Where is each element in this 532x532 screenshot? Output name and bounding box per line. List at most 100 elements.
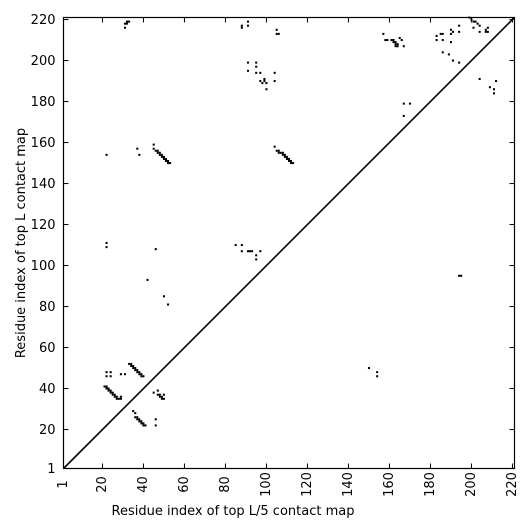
contact-point — [140, 420, 143, 423]
contact-point — [128, 362, 131, 365]
contact-point — [142, 422, 145, 425]
contact-point — [240, 244, 243, 247]
y-tick-label: 100 — [31, 259, 56, 274]
contact-point — [458, 61, 461, 64]
contact-point — [285, 157, 288, 160]
contact-point — [132, 367, 135, 370]
contact-point — [126, 22, 129, 25]
contact-point — [105, 385, 108, 388]
contact-point — [246, 250, 250, 253]
contact-point — [109, 389, 112, 392]
contact-point — [255, 65, 258, 68]
contact-point — [277, 151, 280, 154]
contact-point — [273, 71, 276, 74]
contact-point — [105, 246, 108, 249]
contact-point — [439, 32, 442, 35]
contact-point — [279, 151, 282, 154]
contact-point — [255, 71, 258, 74]
contact-point — [105, 371, 108, 374]
contact-point — [154, 424, 157, 427]
contact-point — [451, 30, 455, 33]
contact-point — [492, 88, 496, 91]
contact-point — [495, 80, 498, 83]
contact-point — [484, 28, 487, 31]
contact-point — [234, 244, 237, 247]
contact-point — [246, 20, 250, 23]
contact-point — [283, 155, 286, 158]
contact-point — [105, 153, 108, 156]
contact-point — [255, 61, 258, 64]
contact-point — [119, 373, 122, 376]
contact-point — [160, 397, 163, 400]
contact-point — [400, 39, 403, 42]
contact-point — [447, 53, 450, 56]
contact-point — [113, 395, 116, 398]
contact-point — [138, 153, 141, 156]
contact-point — [156, 149, 159, 152]
contact-point — [140, 373, 143, 376]
contact-point — [128, 20, 131, 23]
contact-point — [140, 422, 143, 425]
contact-point — [146, 278, 149, 281]
contact-point — [136, 147, 139, 150]
y-tick-label: 80 — [39, 300, 56, 315]
contact-point — [138, 420, 141, 423]
contact-point — [134, 367, 137, 370]
contact-point — [259, 71, 262, 74]
contact-point — [394, 43, 397, 46]
contact-point — [134, 369, 137, 372]
contact-point — [154, 149, 157, 152]
contact-point — [123, 373, 127, 376]
contact-point — [134, 416, 137, 419]
contact-point — [396, 45, 399, 48]
x-axis-title: Residue index of top L/5 contact map — [112, 504, 355, 519]
x-tick-label: 220 — [505, 472, 520, 497]
contact-point — [138, 373, 141, 376]
contact-point — [154, 248, 157, 251]
x-tick-label: 200 — [464, 472, 479, 497]
contact-point — [115, 397, 118, 400]
contact-point — [160, 153, 163, 156]
contact-point — [164, 157, 168, 160]
contact-point — [255, 254, 258, 257]
contact-point — [394, 41, 397, 44]
contact-point — [281, 153, 284, 156]
contact-point — [115, 395, 118, 398]
contact-point — [449, 28, 452, 31]
contact-point — [290, 162, 293, 165]
contact-point — [468, 16, 471, 19]
contact-point — [109, 391, 112, 394]
contact-point — [160, 395, 163, 398]
contact-point — [435, 39, 438, 42]
contact-point — [488, 86, 491, 89]
contact-point — [292, 162, 295, 165]
contact-point — [134, 412, 137, 415]
y-tick-label: 40 — [39, 382, 56, 397]
contact-point — [458, 274, 461, 277]
contact-point — [126, 20, 129, 23]
x-tick-label: 120 — [300, 472, 315, 497]
contact-point — [162, 397, 165, 400]
contact-point — [261, 82, 264, 85]
contact-point — [111, 393, 114, 396]
contact-points — [103, 16, 498, 427]
contact-point — [451, 59, 455, 62]
contact-point — [484, 30, 487, 33]
contact-point — [162, 155, 165, 158]
contact-point — [142, 424, 145, 427]
contact-point — [140, 375, 143, 378]
contact-point — [263, 80, 266, 83]
contact-point — [402, 102, 405, 105]
contact-point — [259, 250, 262, 253]
contact-point — [394, 45, 397, 48]
contact-point — [156, 389, 159, 392]
contact-point — [486, 30, 489, 33]
contact-point — [478, 24, 481, 27]
contact-point — [259, 80, 262, 83]
contact-point — [392, 41, 395, 44]
contact-point — [119, 395, 122, 398]
contact-point — [162, 157, 165, 160]
contact-point — [136, 369, 139, 372]
contact-point — [246, 61, 250, 64]
